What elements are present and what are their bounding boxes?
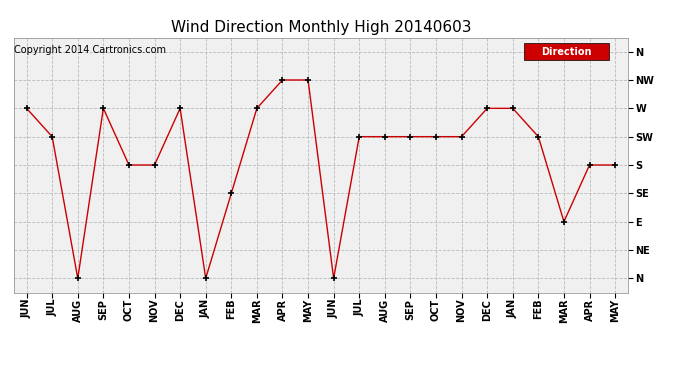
Title: Wind Direction Monthly High 20140603: Wind Direction Monthly High 20140603 [170, 20, 471, 35]
Text: Direction: Direction [541, 46, 592, 57]
Text: Copyright 2014 Cartronics.com: Copyright 2014 Cartronics.com [14, 45, 166, 55]
FancyBboxPatch shape [524, 43, 609, 60]
